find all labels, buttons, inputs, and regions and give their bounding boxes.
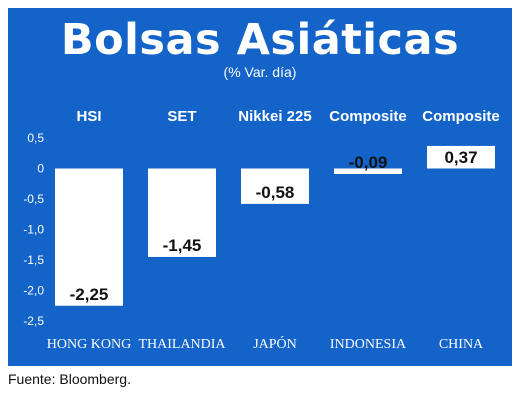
- category-label: HONG KONG: [47, 337, 131, 352]
- index-name-label: Composite: [329, 108, 407, 125]
- bar-value-label: 0,37: [444, 148, 477, 167]
- category-label: INDONESIA: [330, 337, 407, 352]
- index-name-label: HSI: [76, 108, 101, 125]
- y-tick-label: -1,0: [23, 223, 44, 237]
- bar-chart: 0,5 0 -0,5 -1,0 -1,5 -2,0 -2,5 -2,25 HSI HONG KON…: [23, 108, 500, 352]
- bar-value-label: -2,25: [70, 285, 109, 304]
- y-tick-label: -1,5: [23, 253, 44, 267]
- category-label: THAILANDIA: [138, 337, 226, 352]
- bar: [334, 168, 402, 174]
- chart-panel: Bolsas Asiáticas (% Var. día) 0,5 0 -0,5 -1…: [8, 8, 512, 366]
- index-name-label: Composite: [422, 108, 500, 125]
- y-tick-label: 0,5: [27, 131, 44, 145]
- y-tick-label: -2,5: [23, 314, 44, 328]
- y-tick-label: 0: [37, 162, 44, 176]
- bar: [55, 168, 123, 306]
- bar-value-label: -1,45: [163, 236, 202, 255]
- category-label: CHINA: [439, 337, 484, 352]
- index-name-label: Nikkei 225: [238, 108, 311, 125]
- index-name-label: SET: [167, 108, 196, 125]
- bar-value-label: -0,09: [349, 153, 388, 172]
- chart-subtitle: (% Var. día): [223, 64, 297, 80]
- bar: [427, 145, 495, 169]
- bar: [148, 168, 216, 257]
- bar: [241, 168, 309, 204]
- source-note: Fuente: Bloomberg.: [8, 371, 131, 387]
- y-tick-label: -0,5: [23, 192, 44, 206]
- category-label: JAPÓN: [253, 335, 297, 352]
- y-tick-label: -2,0: [23, 284, 44, 298]
- chart-title: Bolsas Asiáticas: [60, 15, 460, 65]
- bar-value-label: -0,58: [256, 183, 295, 202]
